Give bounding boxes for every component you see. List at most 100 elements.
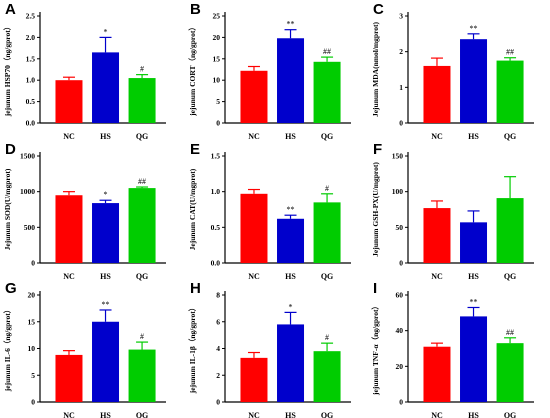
- y-tick-label: 500: [24, 223, 36, 232]
- y-tick-label: 1500: [20, 152, 35, 161]
- bar-qg: [128, 349, 156, 402]
- significance-mark: *: [104, 190, 108, 199]
- y-tick-label: 5: [216, 97, 220, 106]
- y-tick-label: 1.5: [26, 54, 36, 63]
- x-category-label: NC: [431, 272, 443, 281]
- bar-hs: [277, 218, 305, 263]
- panel-letter: F: [373, 141, 382, 158]
- bar-nc: [240, 193, 268, 263]
- significance-mark: #: [325, 184, 329, 193]
- bar-nc: [423, 208, 451, 263]
- x-category-label: QG: [321, 132, 333, 141]
- bar-hs: [460, 316, 488, 402]
- x-category-label: QG: [504, 132, 516, 141]
- y-tick-label: 1000: [20, 187, 35, 196]
- y-tick-label: 4: [216, 344, 220, 353]
- y-tick-label: 1.0: [26, 76, 36, 85]
- y-axis-label: jejunum TNF-α（ng/gprot）: [370, 302, 380, 396]
- x-category-label: HS: [285, 132, 296, 141]
- bar-hs: [460, 39, 488, 123]
- bar-hs: [92, 203, 120, 263]
- bar-hs: [460, 222, 488, 263]
- x-category-label: QG: [136, 272, 148, 281]
- significance-mark: **: [287, 20, 295, 29]
- bar-nc: [55, 195, 83, 263]
- y-tick-label: 5: [31, 371, 35, 380]
- bar-qg: [313, 61, 341, 123]
- y-tick-label: 1: [399, 83, 403, 92]
- y-tick-label: 0.0: [26, 119, 36, 128]
- y-axis-label: jejunum CORT（ng/gprot）: [187, 23, 197, 117]
- x-category-label: NC: [63, 411, 75, 418]
- bar-qg: [128, 78, 156, 123]
- bar-nc: [240, 70, 268, 123]
- bar-qg: [313, 351, 341, 402]
- y-tick-label: 25: [213, 12, 221, 21]
- x-category-label: NC: [431, 411, 443, 418]
- y-tick-label: 0: [399, 119, 403, 128]
- y-axis-label: Jejunum GSH-PX(U/mgprot): [371, 162, 380, 257]
- x-category-label: NC: [248, 411, 260, 418]
- y-tick-label: 15: [28, 317, 36, 326]
- y-tick-label: 6: [216, 317, 220, 326]
- significance-mark: ##: [323, 47, 331, 56]
- x-category-label: NC: [63, 132, 75, 141]
- y-tick-label: 0.5: [26, 97, 36, 106]
- bar-qg: [496, 343, 524, 402]
- bar-nc: [55, 354, 83, 402]
- x-category-label: QG: [321, 411, 333, 418]
- x-category-label: NC: [248, 272, 260, 281]
- y-tick-label: 2: [216, 371, 220, 380]
- significance-mark: ##: [138, 177, 146, 186]
- significance-mark: #: [325, 333, 329, 342]
- y-axis-label: jejunum IL-6（ng/gprot）: [2, 306, 12, 393]
- y-tick-label: 0: [399, 259, 403, 268]
- y-tick-label: 0.0: [211, 259, 221, 268]
- y-axis-label: jejunum HSP70（ng/gprot）: [2, 23, 12, 117]
- panel-letter: G: [5, 280, 17, 297]
- panel-letter: C: [373, 1, 384, 18]
- x-category-label: HS: [285, 272, 296, 281]
- y-axis-label: jejunum IL-1β（ng/gprot）: [187, 304, 197, 394]
- significance-mark: **: [287, 205, 295, 214]
- significance-mark: ##: [506, 48, 514, 57]
- y-tick-label: 50: [396, 223, 404, 232]
- panel-letter: A: [5, 1, 16, 18]
- y-tick-label: 0: [31, 259, 35, 268]
- x-category-label: HS: [468, 132, 479, 141]
- y-tick-label: 2.5: [26, 12, 36, 21]
- y-tick-label: 60: [396, 291, 404, 300]
- x-category-label: QG: [136, 411, 148, 418]
- y-tick-label: 20: [213, 33, 221, 42]
- bar-qg: [496, 198, 524, 263]
- significance-mark: ##: [506, 328, 514, 337]
- y-tick-label: 100: [392, 187, 404, 196]
- y-axis-label: Jejunum MDA(nmol/mgprot): [371, 21, 380, 117]
- significance-mark: *: [289, 302, 293, 311]
- y-tick-label: 0.5: [211, 223, 221, 232]
- x-category-label: NC: [63, 272, 75, 281]
- x-category-label: QG: [504, 411, 516, 418]
- significance-mark: **: [102, 300, 110, 309]
- bar-qg: [128, 188, 156, 263]
- bar-nc: [423, 65, 451, 123]
- bar-nc: [55, 80, 83, 123]
- y-tick-label: 40: [396, 326, 404, 335]
- y-tick-label: 0: [216, 398, 220, 407]
- x-category-label: HS: [468, 272, 479, 281]
- significance-mark: #: [140, 332, 144, 341]
- significance-mark: **: [470, 297, 478, 306]
- panel-letter: H: [190, 280, 201, 297]
- y-tick-label: 150: [392, 152, 404, 161]
- y-tick-label: 0: [216, 119, 220, 128]
- bar-hs: [92, 321, 120, 402]
- y-tick-label: 10: [28, 344, 36, 353]
- y-tick-label: 1.5: [211, 152, 221, 161]
- bar-qg: [313, 202, 341, 263]
- y-tick-label: 0: [399, 398, 403, 407]
- bar-qg: [496, 60, 524, 123]
- panel-letter: B: [190, 1, 201, 18]
- bar-hs: [277, 38, 305, 124]
- significance-mark: #: [140, 65, 144, 74]
